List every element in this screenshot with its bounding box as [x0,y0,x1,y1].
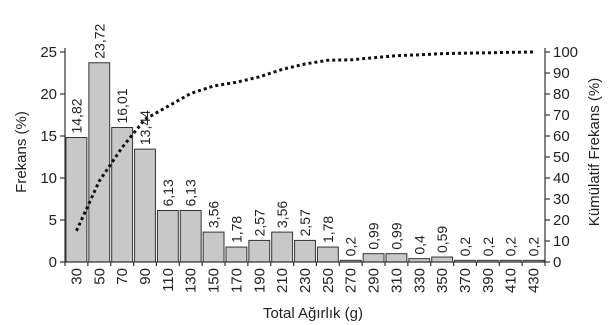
y2-tick-label-90: 90 [553,65,570,82]
x-tick-label-50: 50 [91,268,108,285]
data-label-410: 0,2 [503,237,519,257]
bar-90 [134,148,156,263]
x-tick-label-290: 290 [366,268,383,293]
y-tick-label-20: 20 [40,86,57,103]
y-tick-label-15: 15 [40,128,57,145]
x-tick-label-230: 230 [297,268,314,293]
x-tick-label-150: 150 [206,268,223,293]
x-tick-label-210: 210 [274,268,291,293]
bar-70 [111,127,134,263]
y-tick-label-10: 10 [40,170,57,187]
data-label-90: 13,44 [137,110,153,145]
x-tick-label-330: 330 [411,268,428,293]
bar-290 [362,253,385,263]
data-label-390: 0,2 [480,237,496,257]
y2-tick-label-20: 20 [553,212,570,229]
x-tick-label-70: 70 [114,268,131,285]
bar-350 [431,256,454,263]
bar-310 [385,253,408,263]
data-label-130: 6,13 [183,179,199,206]
y2-tick-label-30: 30 [553,191,570,208]
y2-axis-title: Kümülatif Frekans (%) [586,78,603,226]
data-label-210: 3,56 [274,201,290,228]
data-label-270: 0,2 [343,237,359,257]
data-label-290: 0,99 [366,222,382,249]
y2-tick-label-100: 100 [553,44,578,61]
y2-tick-label-50: 50 [553,149,570,166]
x-tick-label-410: 410 [503,268,520,293]
bar-110 [156,210,179,263]
data-label-430: 0,2 [526,237,542,257]
data-label-230: 2,57 [297,209,313,236]
x-tick-label-130: 130 [183,268,200,293]
bar-130 [179,210,202,263]
x-tick-label-190: 190 [251,268,268,293]
data-label-250: 1,78 [320,216,336,243]
x-tick-label-250: 250 [320,268,337,293]
x-tick-label-390: 390 [480,268,497,293]
x-tick-label-310: 310 [388,268,405,293]
bar-30 [65,137,88,263]
x-tick-label-170: 170 [228,268,245,293]
data-label-170: 1,78 [228,216,244,243]
y-axis-title: Frekans (%) [13,111,30,193]
x-tick-label-370: 370 [457,268,474,293]
bar-210 [271,231,294,263]
data-label-150: 3,56 [206,201,222,228]
bar-230 [294,239,316,263]
x-tick-label-270: 270 [343,268,360,293]
data-label-310: 0,99 [388,222,404,249]
bar-series [65,62,545,263]
y2-tick-label-60: 60 [553,128,570,145]
x-tick-label-30: 30 [68,268,85,285]
x-tick-label-110: 110 [160,268,177,292]
data-label-70: 16,01 [114,88,130,123]
y2-tick-label-0: 0 [553,254,561,271]
data-label-50: 23,72 [91,24,107,59]
y2-tick-label-40: 40 [553,170,570,187]
bar-150 [202,231,225,263]
y-tick-label-25: 25 [40,44,57,61]
y2-tick-label-80: 80 [553,86,570,103]
x-tick-label-90: 90 [137,268,154,285]
bar-190 [248,239,271,263]
x-tick-label-430: 430 [526,268,543,293]
y-tick-label-0: 0 [49,254,57,271]
data-label-350: 0,59 [434,226,450,253]
data-label-190: 2,57 [251,209,267,236]
data-label-370: 0,2 [457,237,473,257]
data-labels: 14,82 23,72 16,01 13,44 6,13 6,13 3,56 1,78 2,57… [68,24,541,257]
bar-170 [225,246,248,263]
x-tick-label-350: 350 [434,268,451,293]
x-axis-title: Total Ağırlık (g) [263,305,363,322]
data-label-110: 6,13 [160,179,176,206]
y-tick-label-5: 5 [49,212,57,229]
y2-tick-label-10: 10 [553,233,570,250]
data-label-30: 14,82 [68,98,84,133]
data-label-330: 0,4 [411,235,427,255]
bar-250 [316,246,339,263]
y2-tick-label-70: 70 [553,107,570,124]
bar-50 [88,62,111,263]
cumulative-frequency-line [75,50,534,232]
